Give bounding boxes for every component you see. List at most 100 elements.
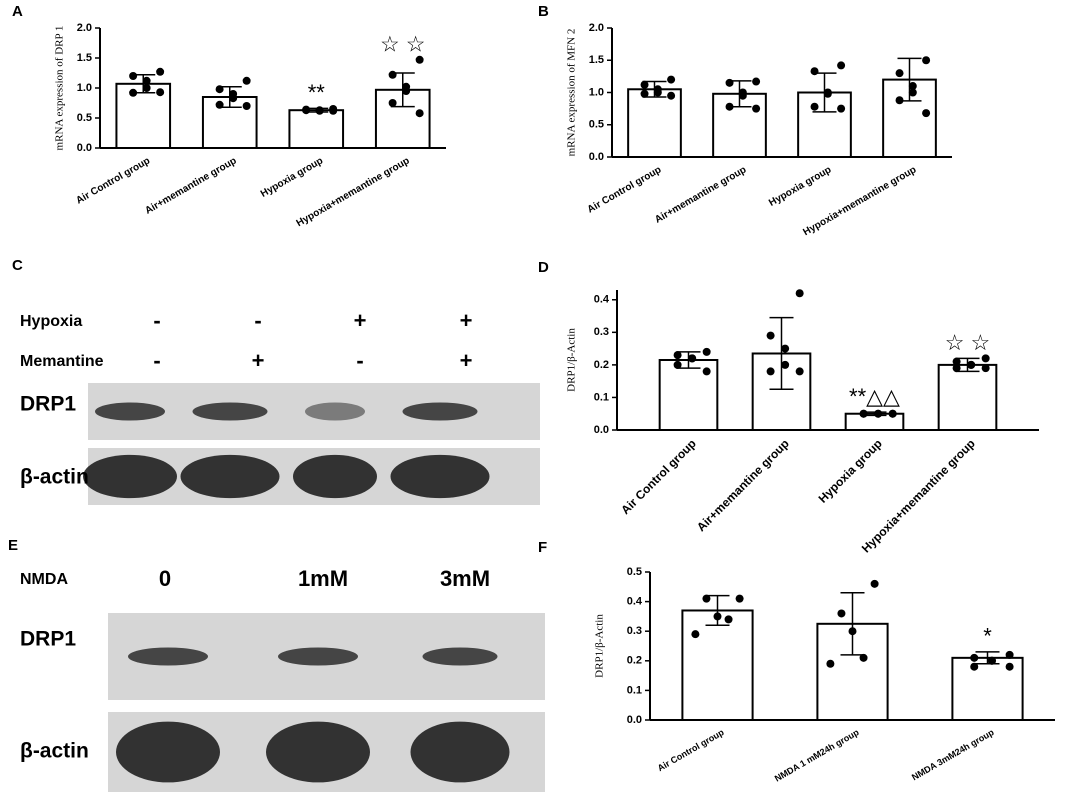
significance-mark: ☆ ☆ — [380, 32, 426, 57]
y-tick-label: 0.0 — [589, 151, 604, 163]
data-point — [725, 102, 734, 111]
blot-band — [83, 454, 177, 499]
y-tick-label: 0.1 — [594, 391, 609, 403]
data-point — [640, 89, 649, 98]
data-point — [702, 594, 711, 603]
band-label: DRP1 — [20, 393, 76, 416]
y-axis-label: DRP1/β-Actin — [594, 614, 606, 678]
y-tick-label: 1.5 — [77, 52, 92, 64]
band-label: β-actin — [20, 740, 89, 763]
data-point — [987, 656, 996, 665]
y-axis-label: mRNA expression of MFN 2 — [566, 29, 578, 157]
data-point — [888, 409, 897, 418]
data-point — [673, 360, 682, 369]
y-tick-label: 0.1 — [627, 684, 642, 696]
condition-label: Hypoxia — [20, 313, 82, 330]
y-axis-label: DRP1/β-Actin — [566, 328, 578, 392]
y-tick-label: 0.5 — [589, 119, 604, 131]
band-label: β-actin — [20, 466, 89, 489]
blot-band — [180, 454, 280, 499]
data-point — [874, 409, 883, 418]
data-point — [215, 100, 224, 109]
data-point — [970, 653, 979, 662]
significance-mark: **△△ — [849, 384, 900, 409]
x-tick-label: Air+memantine group — [694, 436, 792, 534]
x-tick-label: NMDA 3mM24h group — [910, 727, 996, 782]
data-point — [415, 55, 424, 64]
data-point — [402, 87, 411, 95]
data-point — [837, 61, 846, 70]
data-point — [724, 615, 733, 624]
data-point — [215, 85, 224, 94]
error-bar — [975, 651, 1000, 665]
data-point — [673, 351, 682, 360]
blot-band — [116, 721, 220, 783]
lane-sign: 0 — [159, 566, 171, 591]
y-tick-label: 0.4 — [627, 596, 643, 608]
data-point — [795, 367, 804, 376]
y-tick-label: 0.5 — [77, 112, 92, 124]
data-point — [859, 653, 868, 662]
error-bar — [840, 591, 865, 656]
blot-band — [422, 647, 498, 666]
significance-mark: ☆ ☆ — [945, 330, 991, 355]
data-point — [810, 102, 819, 111]
blot-band — [128, 647, 208, 666]
y-tick-label: 0.2 — [627, 655, 642, 667]
data-point — [713, 612, 722, 621]
data-point — [315, 106, 324, 115]
x-tick-label: Air Control group — [618, 436, 699, 517]
data-point — [738, 91, 747, 100]
data-point — [895, 96, 904, 105]
lane-sign: + — [460, 308, 473, 333]
y-tick-label: 2.0 — [77, 22, 92, 34]
x-tick-label: Hypoxia group — [259, 155, 325, 200]
panel-letter: D — [538, 259, 549, 276]
data-point — [156, 88, 165, 97]
data-point — [653, 88, 662, 97]
lane-sign: + — [252, 348, 265, 373]
y-tick-label: 0.5 — [627, 566, 642, 578]
panel-letter: A — [12, 3, 23, 20]
blot-band — [192, 402, 268, 421]
data-point — [640, 80, 649, 89]
data-point — [781, 344, 790, 353]
bar — [937, 363, 998, 432]
lane-sign: - — [356, 348, 363, 373]
data-point — [142, 84, 151, 92]
y-tick-label: 1.0 — [589, 86, 604, 98]
data-point — [129, 72, 138, 80]
x-tick-label: Air Control group — [586, 164, 664, 215]
data-point — [826, 659, 835, 668]
data-point — [388, 70, 397, 79]
data-point — [795, 289, 804, 298]
panel-letter: E — [8, 537, 18, 554]
data-point — [908, 82, 917, 91]
band-label: DRP1 — [20, 628, 76, 651]
data-point — [667, 75, 676, 84]
significance-mark: * — [983, 624, 992, 649]
blot-band — [278, 647, 358, 666]
data-point — [970, 662, 979, 671]
data-point — [908, 88, 917, 97]
bar — [288, 109, 345, 149]
data-point — [952, 357, 961, 366]
blot-band — [293, 454, 377, 499]
y-tick-label: 0.2 — [594, 359, 609, 371]
y-tick-label: 1.0 — [77, 82, 92, 94]
x-tick-label: NMDA 1 mM24h group — [773, 727, 861, 784]
data-point — [329, 106, 338, 115]
error-bar — [769, 316, 794, 391]
data-point — [810, 67, 819, 76]
data-point — [752, 77, 761, 86]
data-point — [922, 56, 931, 65]
data-point — [922, 109, 931, 118]
y-tick-label: 1.5 — [589, 54, 604, 66]
panel-letter: B — [538, 3, 549, 20]
x-tick-label: Air Control group — [656, 727, 726, 773]
blot-band — [390, 454, 490, 499]
blot-band — [410, 721, 510, 783]
y-tick-label: 2.0 — [589, 22, 604, 34]
lane-sign: 1mM — [298, 566, 348, 591]
condition-label: NMDA — [20, 571, 68, 588]
